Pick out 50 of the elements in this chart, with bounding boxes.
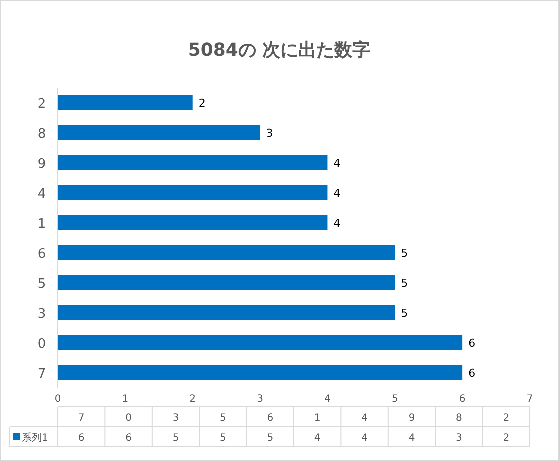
y-tick-label: 4 [38, 187, 46, 202]
category-label: 5 [172, 433, 180, 444]
y-tick-label: 0 [38, 337, 46, 352]
y-tick-label: 7 [38, 367, 46, 382]
category-label: 7 [78, 413, 85, 424]
data-label: 3 [266, 127, 274, 140]
y-tick-label: 6 [38, 247, 46, 262]
x-tick-label: 7 [526, 394, 534, 405]
y-tick-label: 5 [38, 277, 46, 292]
category-label: 2 [503, 413, 510, 424]
data-label: 5 [401, 307, 408, 320]
category-label: 4 [408, 433, 416, 444]
category-label: 3 [172, 413, 180, 424]
y-tick-label: 9 [38, 157, 46, 172]
legend-label: 系列1 [22, 432, 48, 444]
data-label: 2 [198, 97, 206, 110]
category-label: 8 [456, 413, 462, 424]
data-label: 4 [334, 217, 341, 230]
data-label: 6 [468, 337, 476, 350]
category-label: 5 [220, 433, 226, 444]
x-tick-label: 2 [190, 394, 196, 405]
data-label: 6 [468, 367, 476, 380]
x-tick-label: 3 [257, 394, 264, 405]
x-tick-label: 1 [122, 394, 129, 405]
data-label: 4 [334, 187, 341, 200]
category-label: 9 [408, 413, 416, 424]
y-tick-label: 1 [38, 217, 46, 232]
y-tick-label: 8 [38, 127, 46, 142]
category-label: 6 [126, 433, 132, 444]
category-label: 0 [126, 413, 132, 424]
data-label: 5 [401, 247, 408, 260]
category-label: 5 [267, 433, 274, 444]
y-tick-label: 3 [38, 307, 46, 322]
x-tick-label: 5 [392, 394, 398, 405]
data-label: 4 [334, 157, 341, 170]
category-label: 4 [362, 433, 368, 444]
category-label: 1 [314, 413, 321, 424]
category-label: 3 [456, 433, 462, 444]
category-label: 6 [267, 413, 274, 424]
x-tick-label: 6 [459, 394, 466, 405]
x-tick-label: 0 [54, 394, 62, 405]
chart-title: 5084の 次に出た数字 [188, 40, 371, 61]
y-tick-label: 2 [38, 97, 46, 112]
x-tick-label: 4 [324, 394, 331, 405]
category-label: 5 [220, 413, 226, 424]
category-label: 6 [78, 433, 85, 444]
category-label: 2 [503, 433, 510, 444]
category-label: 4 [314, 433, 321, 444]
category-label: 4 [362, 413, 368, 424]
data-label: 5 [401, 277, 408, 290]
